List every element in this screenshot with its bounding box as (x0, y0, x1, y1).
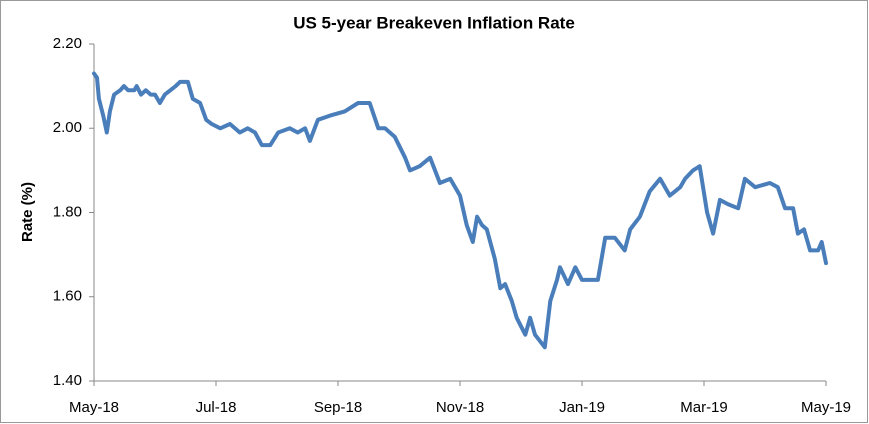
x-tick-label: May-18 (69, 399, 119, 416)
y-tick-label: 1.40 (53, 372, 82, 389)
x-tick-label: Mar-19 (680, 399, 728, 416)
x-tick-label: Sep-18 (314, 399, 362, 416)
y-tick-label: 1.80 (53, 203, 82, 220)
y-axis-label: Rate (%) (19, 182, 36, 242)
chart-title: US 5-year Breakeven Inflation Rate (293, 13, 575, 32)
data-line (92, 71, 828, 350)
x-tick-label: Jan-19 (559, 399, 605, 416)
x-tick-label: May-19 (801, 399, 851, 416)
x-tick-label: Jul-18 (196, 399, 237, 416)
y-tick-label: 2.20 (53, 35, 82, 52)
x-tick-label: Nov-18 (436, 399, 484, 416)
y-tick-label: 2.00 (53, 119, 82, 136)
y-tick-label: 1.60 (53, 288, 82, 305)
